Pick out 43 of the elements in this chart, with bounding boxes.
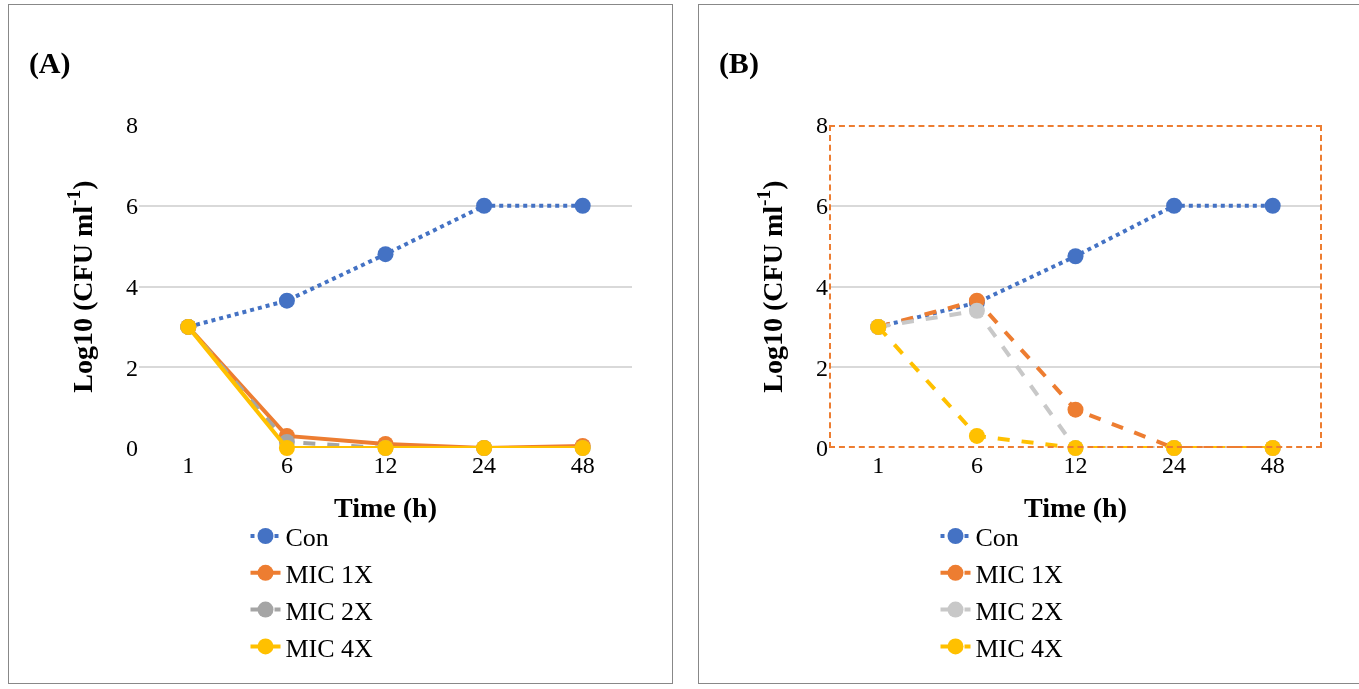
point	[476, 197, 493, 214]
point	[278, 292, 295, 309]
legend-label: MIC 4X	[285, 633, 374, 663]
y-tick-label: 8	[816, 112, 828, 139]
x-tick-label: 12	[373, 452, 398, 478]
chart-title: (A)	[28, 46, 71, 81]
y-tick-label: 4	[126, 273, 138, 300]
point	[1264, 197, 1281, 214]
x-axis-title: Time (h)	[334, 492, 437, 524]
chart-title: (B)	[718, 46, 759, 81]
y-tick-label: 8	[126, 112, 138, 139]
x-tick-label: 12	[1063, 452, 1088, 478]
point	[968, 302, 985, 319]
x-tick-label: 6	[280, 452, 293, 478]
legend-label: MIC 2X	[975, 596, 1064, 626]
x-tick-label: 48	[570, 452, 595, 478]
point	[1067, 248, 1084, 265]
point	[1067, 401, 1084, 418]
legend-label: MIC 1X	[975, 559, 1064, 589]
legend-label: MIC 4X	[975, 633, 1064, 663]
y-tick-label: 6	[816, 193, 828, 220]
point	[968, 427, 985, 444]
legend-label: MIC 2X	[285, 596, 374, 626]
x-axis-title: Time (h)	[1024, 492, 1127, 524]
y-tick-label: 4	[816, 273, 828, 300]
x-tick-label: 1	[872, 452, 885, 478]
y-tick-label: 2	[816, 354, 828, 381]
point	[574, 197, 591, 214]
y-tick-label: 2	[126, 354, 138, 381]
point	[377, 246, 394, 263]
legend-label: Con	[285, 523, 329, 553]
x-tick-label: 24	[1162, 452, 1187, 478]
x-tick-label: 48	[1260, 452, 1285, 478]
legend-label: MIC 1X	[285, 559, 374, 589]
legend-label: Con	[975, 523, 1019, 553]
x-tick-label: 6	[970, 452, 983, 478]
y-tick-label: 0	[816, 435, 828, 462]
y-tick-label: 6	[126, 193, 138, 220]
point	[278, 440, 295, 456]
x-tick-label: 1	[182, 452, 195, 478]
x-tick-label: 24	[472, 452, 497, 478]
point	[1166, 197, 1183, 214]
y-tick-label: 0	[126, 435, 138, 462]
